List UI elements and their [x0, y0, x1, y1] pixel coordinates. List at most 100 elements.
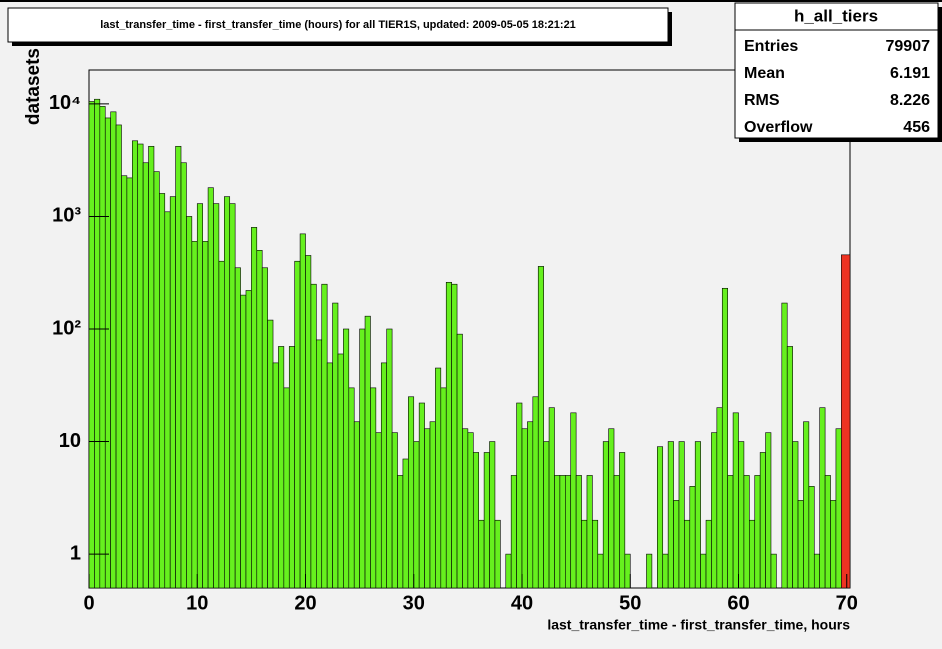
bar	[391, 432, 398, 589]
y-tick-label: 10²	[52, 317, 81, 339]
bar	[359, 328, 366, 589]
bar	[272, 362, 279, 589]
bar	[348, 387, 355, 589]
x-tick-label: 40	[511, 592, 533, 614]
bar	[705, 519, 712, 589]
bar	[537, 266, 544, 589]
bar	[732, 412, 739, 589]
bar	[624, 553, 631, 589]
bar	[386, 328, 393, 589]
stats-value: 79907	[886, 38, 931, 55]
bar	[743, 475, 750, 589]
bar	[678, 441, 685, 589]
bar	[510, 475, 517, 589]
bar	[186, 216, 193, 589]
bar	[792, 441, 799, 589]
bar	[462, 428, 469, 589]
bar	[581, 519, 588, 589]
bar	[115, 124, 122, 589]
bar	[283, 387, 290, 589]
bar	[337, 353, 344, 589]
y-tick-label: 1	[70, 542, 81, 564]
bar	[527, 421, 534, 589]
bar	[316, 339, 323, 589]
bar	[602, 441, 609, 589]
bar	[456, 333, 463, 589]
bar	[754, 475, 761, 589]
stats-value: 6.191	[890, 65, 930, 82]
bar	[597, 553, 604, 589]
stats-label: Mean	[744, 65, 785, 82]
bar	[180, 162, 187, 589]
bar	[662, 553, 669, 589]
bar	[824, 475, 831, 589]
stats-label: RMS	[744, 92, 780, 109]
bar	[646, 553, 653, 589]
bar	[808, 486, 815, 589]
bar	[370, 387, 377, 589]
x-tick-label: 70	[836, 592, 858, 614]
bar	[413, 441, 420, 589]
bar	[592, 519, 599, 589]
bar	[570, 412, 577, 589]
title-box	[7, 7, 669, 43]
bar	[516, 402, 523, 589]
y-tick-label: 10⁴	[49, 92, 81, 114]
bar	[813, 553, 820, 589]
bar	[240, 294, 247, 589]
bar	[305, 255, 312, 589]
bar	[380, 362, 387, 589]
bar	[765, 432, 772, 589]
bar	[721, 287, 728, 589]
bar	[716, 407, 723, 589]
bar	[803, 421, 810, 589]
bar	[164, 211, 171, 589]
bar	[245, 290, 252, 589]
bar	[749, 519, 756, 589]
bar	[310, 283, 317, 589]
bar	[619, 452, 626, 589]
bar	[94, 98, 101, 589]
bar	[402, 458, 409, 589]
bar	[451, 283, 458, 589]
bar	[267, 319, 274, 589]
bar	[797, 500, 804, 589]
bar	[408, 396, 415, 589]
x-axis-label: last_transfer_time - first_transfer_time…	[547, 617, 850, 633]
bar	[159, 193, 166, 589]
bar	[191, 241, 198, 589]
bar	[694, 441, 701, 589]
bar	[738, 441, 745, 589]
stats-panel	[734, 2, 939, 139]
bar	[175, 145, 182, 589]
bar	[608, 428, 615, 589]
bar	[251, 227, 258, 589]
bar	[505, 553, 512, 589]
x-tick-label: 10	[186, 592, 208, 614]
bar	[326, 362, 333, 589]
bar	[104, 117, 111, 589]
bar	[294, 260, 301, 589]
stats-label: Entries	[744, 38, 798, 55]
bar	[169, 196, 176, 589]
y-tick-label: 10	[59, 430, 81, 452]
bar	[759, 452, 766, 589]
x-tick-label: 50	[619, 592, 641, 614]
bar	[229, 203, 236, 589]
bar	[299, 233, 306, 589]
bar	[224, 196, 231, 589]
stats-value: 456	[903, 119, 930, 136]
x-tick-label: 20	[294, 592, 316, 614]
bar	[132, 140, 139, 589]
bar	[586, 475, 593, 589]
bar	[321, 283, 328, 589]
bar	[88, 101, 95, 589]
bar	[835, 428, 842, 589]
x-tick-label: 60	[727, 592, 749, 614]
bar	[467, 432, 474, 589]
bar	[445, 281, 452, 589]
bar	[483, 452, 490, 589]
x-tick-label: 0	[83, 592, 94, 614]
bar	[684, 519, 691, 589]
bar	[657, 446, 664, 589]
